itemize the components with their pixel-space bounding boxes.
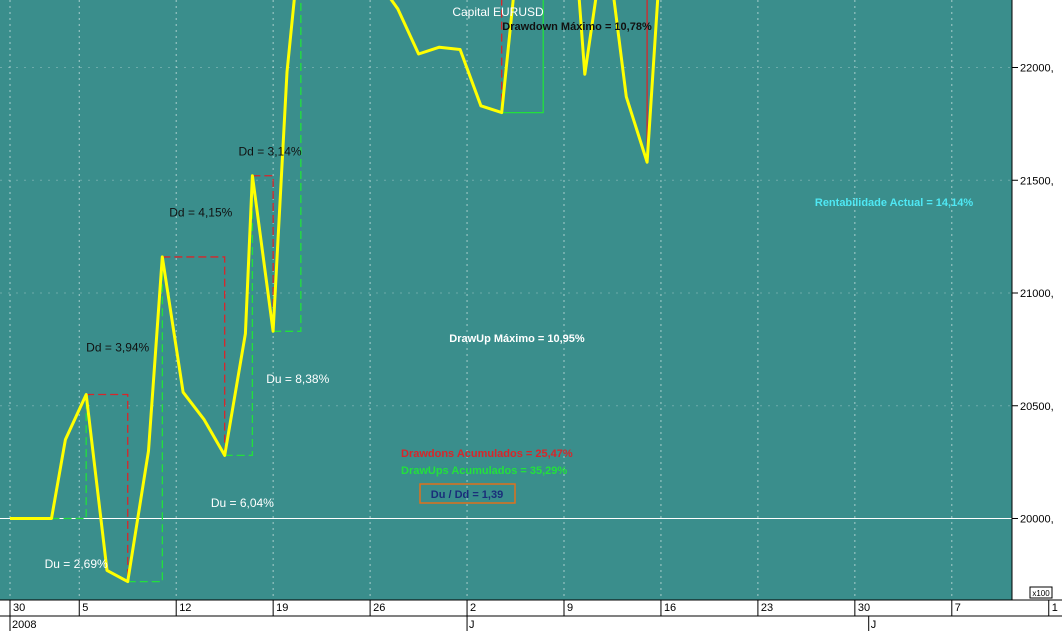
drawup-label-3: Du = 8,38% (266, 372, 329, 386)
y-tick-label-3: 21000, (1020, 288, 1054, 300)
y-tick-label-1: 20000, (1020, 514, 1054, 526)
x-tick-label-6: 9 (567, 602, 573, 614)
drawup-label-0: Du = 2,69% (45, 557, 108, 571)
x-tick-label-0: 30 (13, 602, 25, 614)
x-tick-label-11: 1 (1052, 602, 1058, 614)
drawdown-label-2: Dd = 3,14% (239, 144, 302, 158)
drawup-boxes (51, 0, 544, 583)
drawdown-box-3 (501, 0, 503, 113)
max-drawup-label: DrawUp Máximo = 10,95% (449, 333, 585, 345)
drawdown-box-2 (252, 175, 274, 332)
drawdown-labels: Dd = 3,94%Dd = 4,15%Dd = 3,14%Dd = 3,46% (86, 144, 302, 355)
max-drawdown-label: Drawdown Máximo = 10,78% (502, 21, 652, 33)
drawdown-boxes (86, 0, 648, 582)
drawup-label-2: Du = 6,04% (211, 496, 274, 510)
x-scale-label: x100 (1032, 589, 1050, 598)
accumulated-drawdowns-label: Drawdons Acumulados = 25,47% (401, 448, 573, 460)
drawdown-box-1 (162, 256, 226, 456)
x-axis-ticks: 30 5 12 19 26 2 9 16 23 30 7 1 2008 J J (9, 600, 1058, 631)
ratio-label: Du / Dd = 1,39 (431, 489, 503, 501)
y-axis-panel (1012, 0, 1062, 600)
y-tick-label-4: 21500, (1020, 175, 1054, 187)
drawup-box-4 (501, 0, 544, 114)
chart-title: Capital EURUSD (452, 5, 544, 19)
y-tick-label-2: 20500, (1020, 401, 1054, 413)
x-tick-label-3: 19 (276, 602, 288, 614)
current-return-label: Rentabilidade Actual = 14,14% (815, 197, 973, 209)
equity-series-line (10, 0, 660, 584)
drawup-box-3 (273, 0, 302, 332)
ratio-box (419, 483, 516, 504)
x-period-label-2: J (871, 619, 877, 631)
drawdown-box-0 (86, 393, 129, 582)
x-scale-box (1029, 586, 1053, 599)
x-tick-label-5: 2 (470, 602, 476, 614)
drawdown-label-1: Dd = 4,15% (169, 205, 232, 219)
x-period-label-0: 2008 (12, 619, 36, 631)
drawup-box-2 (224, 175, 254, 457)
x-period-label-1: J (469, 619, 475, 631)
x-tick-label-7: 16 (664, 602, 676, 614)
x-tick-label-4: 26 (373, 602, 385, 614)
accumulated-drawups-label: DrawUps Acumulados = 35,29% (401, 465, 567, 477)
x-tick-label-1: 5 (82, 602, 88, 614)
drawdown-label-0: Dd = 3,94% (86, 341, 149, 355)
x-tick-label-2: 12 (179, 602, 191, 614)
x-tick-label-8: 23 (761, 602, 773, 614)
x-tick-label-10: 7 (955, 602, 961, 614)
y-tick-label-5: 22000, (1020, 63, 1054, 75)
x-tick-label-9: 30 (858, 602, 870, 614)
